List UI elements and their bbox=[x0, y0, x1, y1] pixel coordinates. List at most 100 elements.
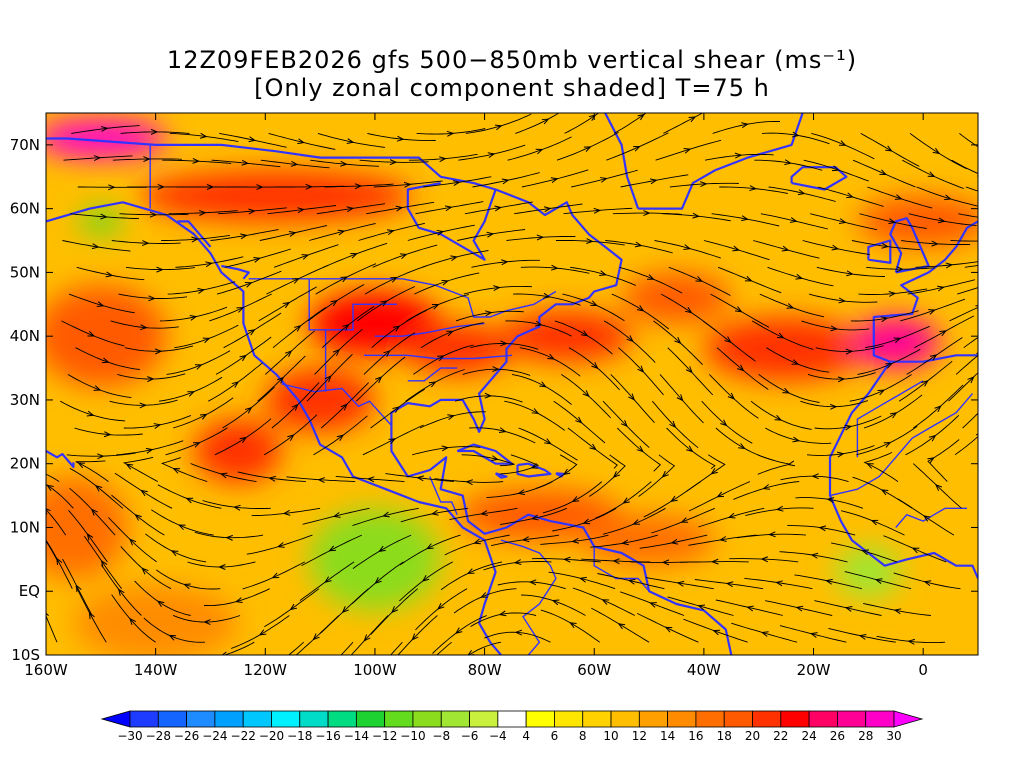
shading-blob bbox=[621, 272, 732, 324]
streamline-arrow bbox=[441, 445, 450, 452]
streamline-arrow bbox=[781, 245, 790, 252]
streamline bbox=[408, 153, 478, 161]
streamline-arrow bbox=[91, 243, 100, 250]
streamline-arrow bbox=[392, 406, 400, 413]
streamline-arrow bbox=[140, 324, 148, 331]
streamline-arrow bbox=[282, 301, 291, 309]
streamline-arrow bbox=[90, 508, 98, 516]
streamline bbox=[112, 158, 182, 161]
streamline bbox=[288, 641, 304, 655]
colorbar-label: −20 bbox=[259, 729, 284, 743]
streamline-arrow bbox=[233, 504, 241, 511]
streamline bbox=[76, 266, 145, 281]
streamline bbox=[75, 347, 140, 370]
streamline bbox=[273, 244, 339, 268]
streamline-arrow bbox=[150, 128, 159, 135]
streamline-arrow bbox=[197, 288, 206, 294]
streamline-arrow bbox=[986, 326, 994, 333]
streamline-arrow bbox=[219, 472, 228, 479]
streamline-arrow bbox=[328, 545, 337, 552]
streamline bbox=[729, 558, 799, 563]
streamline-arrow bbox=[536, 234, 545, 241]
streamline bbox=[145, 533, 207, 563]
streamline-arrow bbox=[337, 229, 346, 236]
streamline bbox=[683, 618, 748, 643]
streamline bbox=[125, 266, 195, 271]
streamline-arrow bbox=[437, 355, 445, 362]
colorbar-label: −6 bbox=[461, 729, 479, 743]
colorbar-label: −10 bbox=[400, 729, 425, 743]
streamline-arrow bbox=[741, 215, 749, 222]
colorbar-label: 24 bbox=[801, 729, 816, 743]
streamline bbox=[314, 328, 363, 375]
streamline-arrow bbox=[985, 281, 992, 288]
streamline-arrow bbox=[170, 550, 179, 557]
streamline-arrow bbox=[883, 441, 892, 448]
streamline-arrow bbox=[838, 297, 847, 304]
streamline bbox=[432, 615, 487, 654]
streamline-arrow bbox=[430, 509, 439, 516]
streamline-arrow bbox=[734, 152, 743, 159]
streamline-arrow bbox=[446, 330, 454, 337]
colorbar-label: −28 bbox=[146, 729, 171, 743]
streamline-arrow bbox=[649, 602, 657, 608]
streamline bbox=[203, 588, 270, 607]
streamline-arrow bbox=[768, 531, 776, 538]
streamline-arrow bbox=[480, 592, 488, 598]
streamline-arrow bbox=[239, 354, 248, 362]
streamline-arrow bbox=[340, 403, 348, 411]
colorbar-box bbox=[695, 710, 725, 728]
streamline-arrow bbox=[129, 617, 137, 626]
streamline-arrow bbox=[390, 277, 398, 283]
streamline-arrow bbox=[661, 470, 669, 478]
shading-blob bbox=[46, 476, 129, 579]
streamline bbox=[716, 347, 769, 390]
streamline bbox=[174, 324, 239, 349]
streamline-arrow bbox=[199, 132, 208, 139]
streamline-arrow bbox=[784, 159, 792, 166]
streamline-arrow bbox=[797, 189, 806, 196]
coastline bbox=[889, 217, 930, 274]
streamline-arrow bbox=[934, 405, 942, 413]
streamline bbox=[398, 561, 454, 602]
streamline bbox=[590, 607, 650, 643]
colorbar-label: −18 bbox=[287, 729, 312, 743]
streamline-arrow bbox=[450, 255, 459, 262]
streamline-arrow bbox=[732, 245, 741, 252]
streamline bbox=[405, 369, 465, 402]
streamline bbox=[194, 531, 264, 539]
coastline bbox=[828, 361, 978, 579]
lat-tick-label: 20N bbox=[10, 455, 40, 473]
streamline bbox=[554, 320, 613, 355]
streamline-arrow bbox=[466, 568, 475, 575]
streamline bbox=[655, 139, 722, 161]
streamline-arrow bbox=[711, 558, 719, 565]
streamline-arrow bbox=[108, 184, 116, 191]
streamline-arrow bbox=[928, 434, 937, 442]
streamline bbox=[413, 344, 474, 375]
streamline bbox=[567, 427, 618, 469]
streamline bbox=[505, 320, 572, 337]
shading-blob bbox=[46, 285, 167, 388]
streamline-arrow bbox=[480, 510, 488, 516]
coastline bbox=[867, 239, 892, 264]
streamline-arrow bbox=[439, 156, 447, 163]
shading-blob bbox=[139, 170, 414, 222]
streamline-arrow bbox=[97, 453, 105, 460]
map-frame bbox=[45, 112, 979, 656]
streamline bbox=[222, 641, 255, 655]
streamline bbox=[335, 475, 405, 483]
streamline bbox=[490, 534, 560, 547]
streamline bbox=[458, 144, 526, 161]
streamline bbox=[779, 551, 848, 563]
streamline bbox=[685, 454, 726, 493]
colorbar-label: −30 bbox=[117, 729, 142, 743]
streamline bbox=[111, 594, 156, 643]
streamline-arrow bbox=[858, 634, 867, 640]
streamline-arrow bbox=[612, 558, 620, 565]
streamline-arrow bbox=[636, 305, 645, 312]
streamline-arrow bbox=[844, 424, 853, 431]
streamline-arrow bbox=[386, 229, 395, 236]
streamline-arrow bbox=[588, 114, 597, 121]
streamline-arrow bbox=[881, 242, 890, 249]
